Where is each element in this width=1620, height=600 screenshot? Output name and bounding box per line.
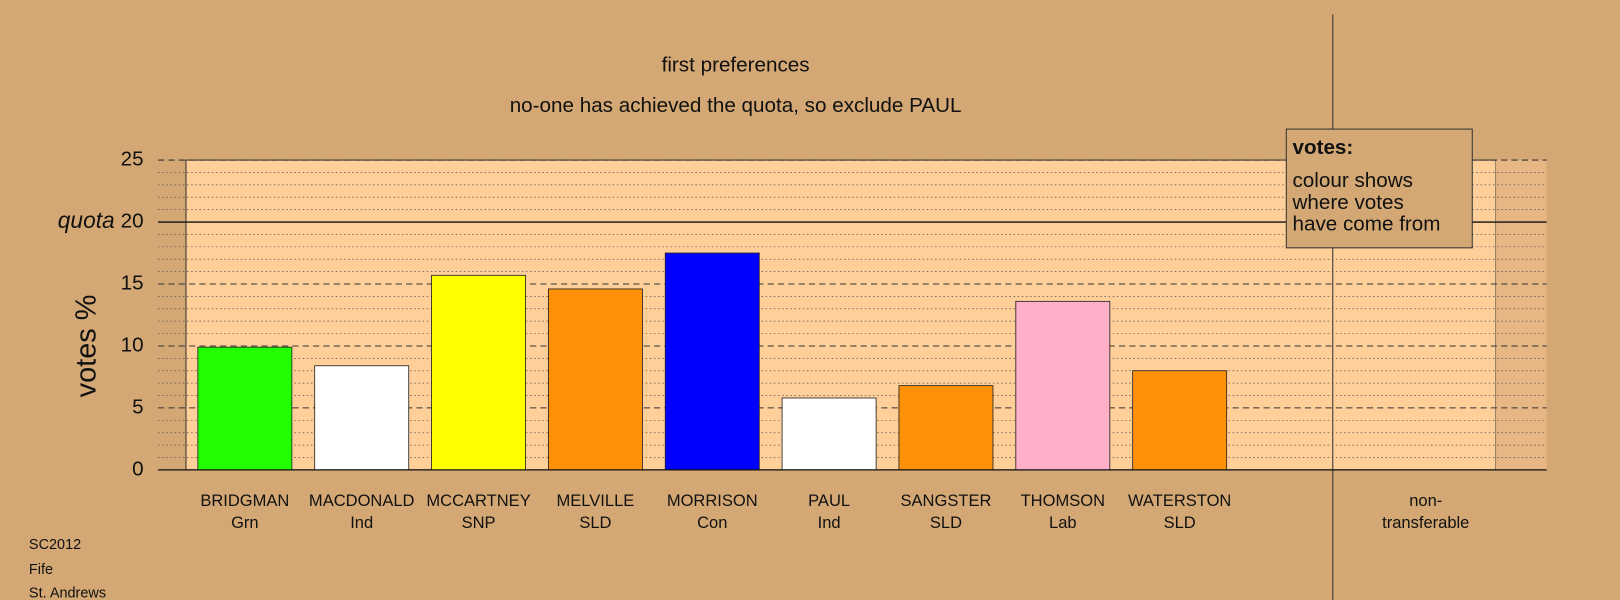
bar (1015, 300, 1111, 471)
y-tick-label: 5 (132, 395, 143, 418)
legend-title: votes: (1292, 136, 1353, 159)
legend-text: have come from (1292, 213, 1440, 236)
y-tick-label: 20 (121, 209, 144, 232)
chart-title: first preferences (662, 54, 810, 77)
x-tick-label: SANGSTER (901, 491, 992, 510)
bar (1132, 370, 1228, 471)
legend: votes: colour shows where votes have com… (1285, 128, 1473, 249)
x-tick-label: WATERSTON (1128, 491, 1231, 510)
y-tick-label: 25 (121, 148, 144, 171)
bar (781, 397, 877, 471)
x-tick-sublabel: Grn (231, 513, 259, 532)
marks: 0 5 10 15 20 25 quota BRIDGMAN Grn MACDONALD Ind MC… (58, 148, 1547, 532)
bar (898, 385, 994, 471)
x-tick-label: MELVILLE (557, 491, 635, 510)
bar (197, 346, 293, 471)
footer-text: SC2012 (29, 537, 81, 553)
x-tick-label: THOMSON (1021, 491, 1105, 510)
footer-text: St. Andrews (29, 586, 106, 600)
x-tick-sublabel: Ind (818, 513, 841, 532)
bar (664, 252, 760, 471)
bar (431, 274, 526, 471)
x-tick-sublabel: Con (697, 513, 727, 532)
x-tick-sublabel: SLD (1164, 513, 1196, 532)
legend-box (1285, 128, 1473, 249)
y-tick-label: 10 (121, 333, 144, 356)
x-tick-sublabel: Ind (350, 513, 373, 532)
extra-column-label: transferable (1382, 513, 1469, 532)
x-tick-label: PAUL (808, 491, 850, 510)
x-tick-sublabel: SNP (462, 513, 496, 532)
x-tick-sublabel: SLD (579, 513, 611, 532)
x-tick-label: MORRISON (667, 491, 758, 510)
footer-text: Fife (29, 562, 53, 578)
legend-text: where votes (1291, 191, 1403, 214)
y-axis-label: votes % (70, 295, 102, 398)
x-tick-sublabel: SLD (930, 513, 962, 532)
x-tick-sublabel: Lab (1049, 513, 1077, 532)
y-tick-label: 15 (121, 271, 144, 294)
legend-text: colour shows (1292, 169, 1412, 192)
chart-subtitle: no-one has achieved the quota, so exclud… (510, 94, 962, 117)
quota-label: quota (58, 207, 115, 233)
extra-column-label: non- (1409, 491, 1442, 510)
bar (547, 288, 643, 471)
plot-margin (1496, 160, 1547, 470)
x-tick-label: MACDONALD (309, 491, 415, 510)
bar (314, 365, 410, 471)
y-tick-label: 0 (132, 457, 143, 480)
x-tick-label: MCCARTNEY (426, 491, 530, 510)
x-tick-label: BRIDGMAN (200, 491, 289, 510)
